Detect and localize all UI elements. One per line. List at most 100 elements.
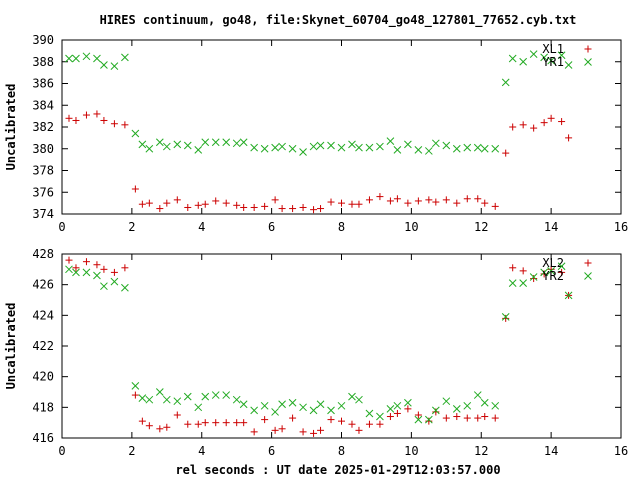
data-point xyxy=(138,394,147,402)
data-point xyxy=(173,140,182,149)
data-point xyxy=(121,264,129,272)
data-point xyxy=(100,265,108,273)
x-tick-label: 4 xyxy=(198,444,205,458)
data-point xyxy=(261,202,269,210)
data-point xyxy=(327,198,335,206)
data-point xyxy=(310,206,318,214)
data-point xyxy=(100,61,108,69)
data-point xyxy=(260,144,269,153)
data-point xyxy=(327,406,335,415)
data-point xyxy=(424,415,433,424)
data-point xyxy=(131,129,140,138)
data-point xyxy=(463,195,471,203)
data-point xyxy=(404,199,412,207)
y-tick-label: 380 xyxy=(32,142,54,156)
data-point xyxy=(131,382,140,390)
data-point xyxy=(278,400,286,409)
data-point xyxy=(529,273,538,281)
data-point xyxy=(93,110,101,118)
data-point xyxy=(491,414,499,422)
data-point xyxy=(432,408,440,416)
data-point xyxy=(278,142,286,151)
y-tick-label: 416 xyxy=(32,431,54,445)
y-tick-label: 384 xyxy=(32,98,54,112)
data-point xyxy=(453,199,461,207)
data-point xyxy=(145,199,153,207)
data-point xyxy=(509,123,517,131)
data-point xyxy=(183,392,192,401)
data-point xyxy=(337,401,346,410)
data-point xyxy=(201,138,210,147)
data-point xyxy=(348,140,356,149)
data-point xyxy=(338,417,345,425)
data-point xyxy=(138,200,146,208)
plot-frame xyxy=(61,253,622,439)
data-point xyxy=(156,205,164,213)
legend-marker xyxy=(584,58,592,66)
data-point xyxy=(173,411,181,419)
data-point xyxy=(72,264,80,272)
data-point xyxy=(337,143,346,152)
x-tick-label: 0 xyxy=(58,220,65,234)
data-point xyxy=(222,199,230,207)
series-yr2 xyxy=(65,262,573,424)
data-point xyxy=(414,145,423,154)
data-point xyxy=(299,428,307,436)
data-point xyxy=(474,414,482,422)
data-point xyxy=(271,143,279,152)
data-point xyxy=(121,121,129,129)
data-point xyxy=(72,54,80,63)
data-point xyxy=(232,395,241,404)
data-point xyxy=(425,196,433,204)
data-point xyxy=(173,397,182,406)
data-point xyxy=(452,144,461,153)
data-point xyxy=(194,420,202,428)
data-point xyxy=(65,54,73,63)
data-point xyxy=(519,57,528,66)
data-point xyxy=(519,279,528,287)
data-point xyxy=(557,51,566,60)
data-point xyxy=(162,142,171,151)
data-point xyxy=(278,425,286,433)
x-tick-label: 6 xyxy=(268,220,275,234)
data-point xyxy=(564,291,573,300)
data-point xyxy=(355,143,363,152)
data-point xyxy=(145,395,154,404)
data-point xyxy=(327,416,335,424)
x-tick-label: 14 xyxy=(544,444,558,458)
data-point xyxy=(138,417,146,425)
data-point xyxy=(414,197,422,205)
data-point xyxy=(386,405,395,413)
data-point xyxy=(250,428,258,436)
data-point xyxy=(72,268,80,277)
data-point xyxy=(239,138,248,147)
data-point xyxy=(338,199,345,207)
data-point xyxy=(310,429,318,437)
data-point xyxy=(481,199,489,207)
data-point xyxy=(316,141,325,150)
data-point xyxy=(201,200,209,208)
data-point xyxy=(183,141,192,150)
data-point xyxy=(509,264,517,272)
data-point xyxy=(393,195,401,203)
data-point xyxy=(508,54,517,63)
data-point xyxy=(163,199,171,207)
data-point xyxy=(155,388,164,396)
y-tick-label: 424 xyxy=(32,308,54,322)
data-point xyxy=(365,420,373,428)
y-tick-label: 422 xyxy=(32,339,54,353)
x-tick-label: 4 xyxy=(198,220,205,234)
data-point xyxy=(529,50,538,58)
data-point xyxy=(519,121,527,129)
data-point xyxy=(309,406,318,415)
data-point xyxy=(547,56,555,65)
data-point xyxy=(442,141,451,150)
data-point xyxy=(547,114,555,122)
data-point xyxy=(365,409,374,418)
data-point xyxy=(194,201,202,209)
data-point xyxy=(233,419,241,427)
x-tick-label: 16 xyxy=(614,444,628,458)
data-point xyxy=(211,138,220,147)
x-tick-label: 6 xyxy=(268,444,275,458)
x-tick-label: 12 xyxy=(474,444,488,458)
